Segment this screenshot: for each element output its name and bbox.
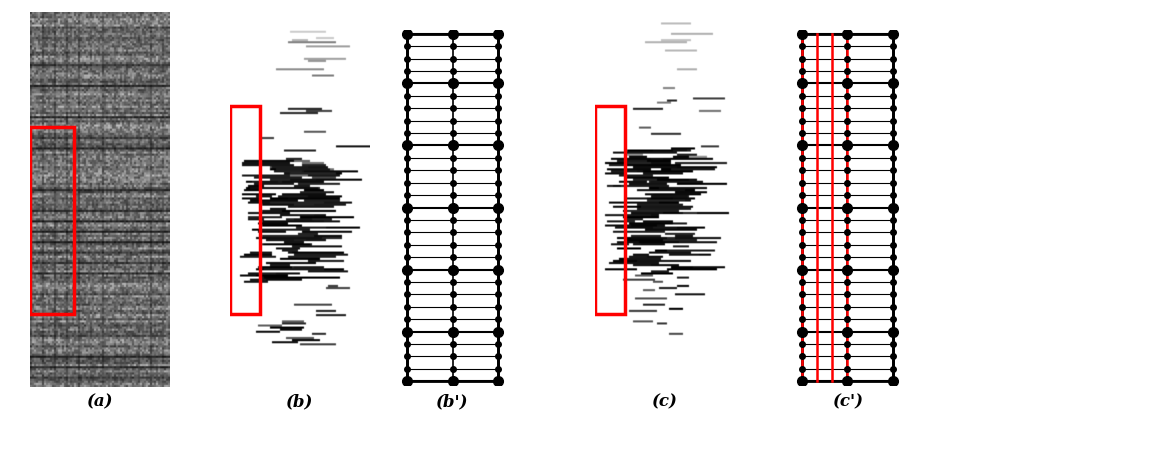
Text: (b): (b): [286, 394, 314, 410]
Text: (c): (c): [652, 394, 677, 410]
Bar: [595, 106, 624, 314]
Bar: [230, 106, 260, 314]
Bar: [31, 127, 74, 314]
Bar: [802, 34, 893, 381]
Bar: [407, 34, 499, 381]
Text: (a): (a): [87, 394, 113, 410]
Text: (b'): (b'): [436, 394, 468, 410]
Text: (c'): (c'): [833, 394, 863, 410]
